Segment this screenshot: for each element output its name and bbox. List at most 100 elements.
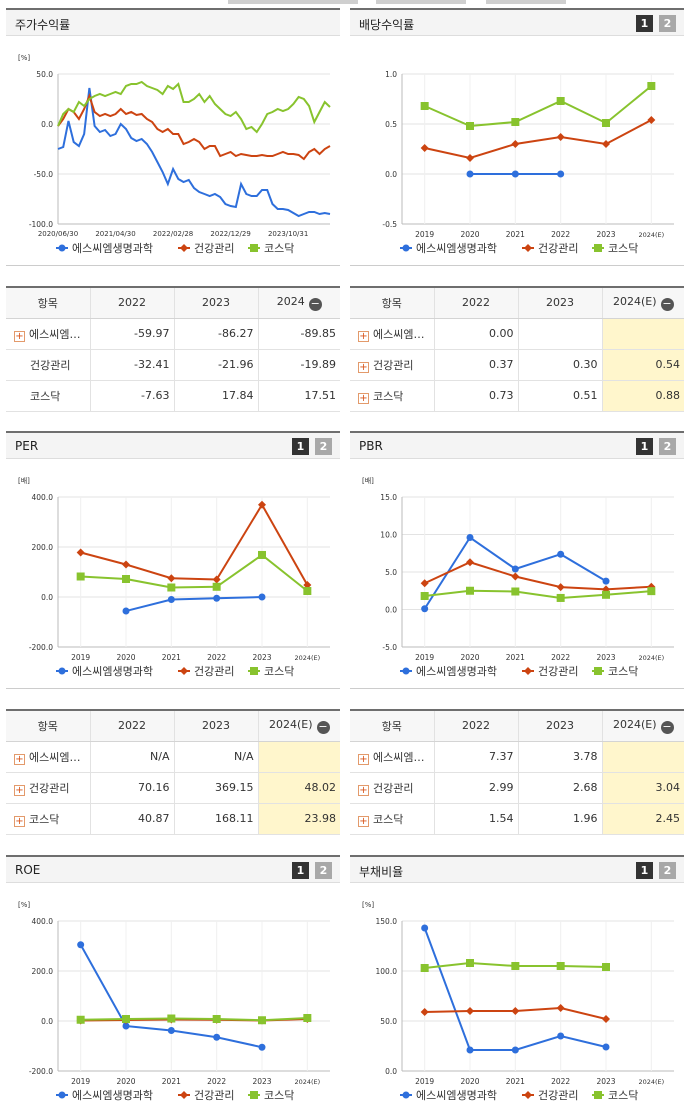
expand-row-icon[interactable]: + xyxy=(358,361,369,373)
header-label: 2022 xyxy=(118,296,146,310)
expand-row-icon[interactable]: + xyxy=(14,753,25,765)
data-point-square xyxy=(594,244,602,252)
header-label: 2024(E) xyxy=(612,294,657,308)
toggle-2-button[interactable]: 2 xyxy=(315,438,332,455)
x-tick-label: 2024(E) xyxy=(638,1078,664,1086)
expand-row-icon[interactable]: + xyxy=(14,815,25,827)
toggle-1-button[interactable]: 1 xyxy=(636,15,653,32)
value-cell: 369.15 xyxy=(173,772,258,804)
data-point-square xyxy=(647,587,656,596)
value-cell: 0.00 xyxy=(433,318,518,350)
table-header-cell: 항목 xyxy=(6,710,90,742)
expand-row-icon[interactable]: + xyxy=(358,753,369,765)
toggle-2-button[interactable]: 2 xyxy=(659,438,676,455)
panel-divider xyxy=(350,688,684,689)
series-line-0 xyxy=(57,87,331,218)
x-tick-label: 2021 xyxy=(506,1077,525,1086)
row-label-cell: 코스닥 xyxy=(6,380,90,412)
data-point-square xyxy=(466,959,474,967)
series-0 xyxy=(122,593,266,615)
expand-row-icon[interactable]: + xyxy=(358,784,369,796)
row-label: 코스닥 xyxy=(29,812,60,826)
data-point-diamond xyxy=(303,580,312,589)
row-label-cell: + 에스씨엠… xyxy=(350,318,434,350)
table-header-cell: 2024− xyxy=(257,287,340,319)
data-point-circle xyxy=(167,596,175,603)
data-point-square xyxy=(511,118,520,126)
value-cell: 0.54 xyxy=(601,349,684,381)
table-row: + 에스씨엠… -59.97 -86.27 -89.85 xyxy=(6,318,340,350)
expand-row-icon[interactable]: + xyxy=(358,330,369,342)
x-tick-label: 2019 xyxy=(415,230,434,239)
expand-row-icon[interactable]: + xyxy=(358,815,369,827)
data-point-diamond xyxy=(212,575,221,584)
data-point-circle xyxy=(466,534,474,541)
value-cell: -32.41 xyxy=(89,349,174,381)
toggle-1-button[interactable]: 1 xyxy=(292,862,309,879)
table-row: + 건강관리 2.99 2.68 3.04 xyxy=(350,772,684,804)
data-point-square xyxy=(594,1091,602,1099)
data-point-square xyxy=(420,102,429,110)
data-point-diamond xyxy=(420,579,429,588)
value-cell: 2.68 xyxy=(517,772,602,804)
series-0 xyxy=(421,924,610,1054)
collapse-column-icon[interactable]: − xyxy=(316,719,330,734)
value-cell: 168.11 xyxy=(173,803,258,835)
toggle-2-button[interactable]: 2 xyxy=(659,15,676,32)
data-point-diamond xyxy=(524,667,532,675)
collapse-column-icon[interactable]: − xyxy=(660,719,674,734)
x-tick-label: 2019 xyxy=(415,653,434,662)
panel-header: 배당수익률 1 2 xyxy=(350,8,684,36)
expand-row-icon[interactable]: + xyxy=(14,330,25,342)
header-label: 2022 xyxy=(462,296,490,310)
row-label-cell: + 에스씨엠… xyxy=(350,741,434,773)
toggle-1-button[interactable]: 1 xyxy=(636,438,653,455)
y-tick-label: 1.0 xyxy=(385,70,397,79)
x-tick-label: 2019 xyxy=(415,1077,434,1086)
y-tick-label: -100.0 xyxy=(29,220,53,229)
debt-chart: [%]150.0 100.0 50.0 0.0 2019 2020 2021 2022 2023… xyxy=(362,901,674,1102)
table-header-row: 항목 2022 2023 2024(E) − xyxy=(350,287,684,319)
data-point-square xyxy=(212,582,221,591)
data-point-square xyxy=(466,586,474,595)
y-tick-label: -200.0 xyxy=(29,643,53,652)
legend-label: 건강관리 xyxy=(538,242,578,255)
top-strip xyxy=(376,0,466,4)
toggle-1-button[interactable]: 1 xyxy=(636,862,653,879)
data-point-circle xyxy=(402,1091,410,1099)
toggle-2-button[interactable]: 2 xyxy=(659,862,676,879)
panel-header: PER 1 2 xyxy=(6,431,340,459)
series-line xyxy=(80,502,309,586)
x-tick-label: 2022 xyxy=(551,653,570,662)
table-header-cell: 2023 xyxy=(517,710,602,742)
collapse-column-icon[interactable]: − xyxy=(660,296,674,311)
row-label-cell: + 에스씨엠… xyxy=(6,741,90,773)
expand-row-icon[interactable]: + xyxy=(358,392,369,404)
data-point-square xyxy=(466,122,474,130)
y-tick-label: 0.0 xyxy=(385,170,397,179)
toggle-2-button[interactable]: 2 xyxy=(315,862,332,879)
y-tick-label: 0.0 xyxy=(41,120,53,129)
value-cell: -59.97 xyxy=(89,318,174,350)
y-tick-label: 400.0 xyxy=(32,493,54,502)
data-point-circle xyxy=(421,605,429,613)
header-label: 2023 xyxy=(546,296,574,310)
collapse-column-icon[interactable]: − xyxy=(308,296,322,311)
data-point-diamond xyxy=(511,1007,520,1015)
x-tick-label: 2020 xyxy=(460,230,479,239)
row-label: 에스씨엠… xyxy=(29,750,81,764)
x-tick-label: 2021/04/30 xyxy=(95,230,135,238)
data-point-diamond xyxy=(647,116,656,124)
toggle-1-button[interactable]: 1 xyxy=(292,438,309,455)
data-point-circle xyxy=(58,1091,66,1099)
value-cell: 0.30 xyxy=(517,349,602,381)
expand-row-icon[interactable]: + xyxy=(14,784,25,796)
value-cell: 70.16 xyxy=(89,772,174,804)
table-header-cell: 2022 xyxy=(433,710,518,742)
data-point-square xyxy=(76,1015,85,1024)
top-strip xyxy=(486,0,566,4)
panel-divider xyxy=(6,265,340,266)
value-cell xyxy=(517,318,602,350)
data-point-diamond xyxy=(180,667,188,675)
